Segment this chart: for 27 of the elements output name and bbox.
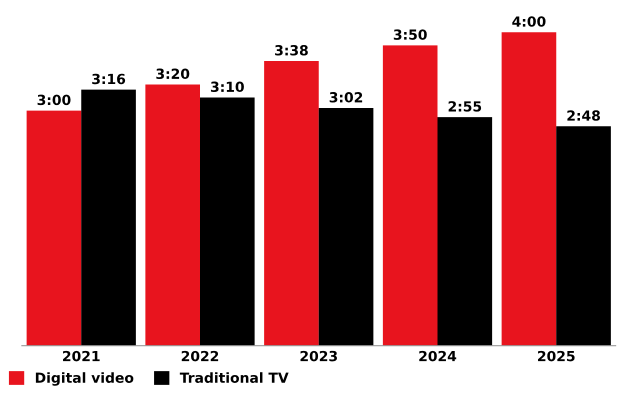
data-label: 3:50 (394, 29, 427, 40)
data-label: 3:16 (92, 74, 126, 84)
bar (81, 90, 136, 346)
data-label: 2:48 (567, 110, 600, 121)
data-label: 3:10 (210, 82, 244, 92)
x-tick-label: 2022 (182, 350, 218, 362)
data-label: 3:02 (330, 92, 362, 103)
x-tick-label: 2023 (300, 350, 337, 362)
bar (502, 32, 556, 346)
x-tick-label: 2025 (538, 350, 575, 362)
bar (382, 45, 438, 346)
data-label: 3:20 (156, 68, 190, 80)
bar (264, 60, 319, 346)
bar (438, 117, 492, 346)
legend-label: Digital video (36, 372, 134, 386)
bar (318, 108, 374, 346)
bar (145, 84, 200, 346)
x-tick-label: 2021 (63, 350, 100, 362)
data-label: 2:55 (448, 101, 482, 112)
bar (200, 98, 255, 346)
bar (26, 110, 82, 346)
data-label: 4:00 (512, 16, 546, 27)
data-label: 3:00 (38, 94, 71, 106)
data-label: 3:38 (275, 45, 308, 56)
x-tick-label: 2024 (419, 350, 456, 362)
legend-label: Traditional TV (180, 372, 289, 383)
bar (556, 126, 611, 346)
